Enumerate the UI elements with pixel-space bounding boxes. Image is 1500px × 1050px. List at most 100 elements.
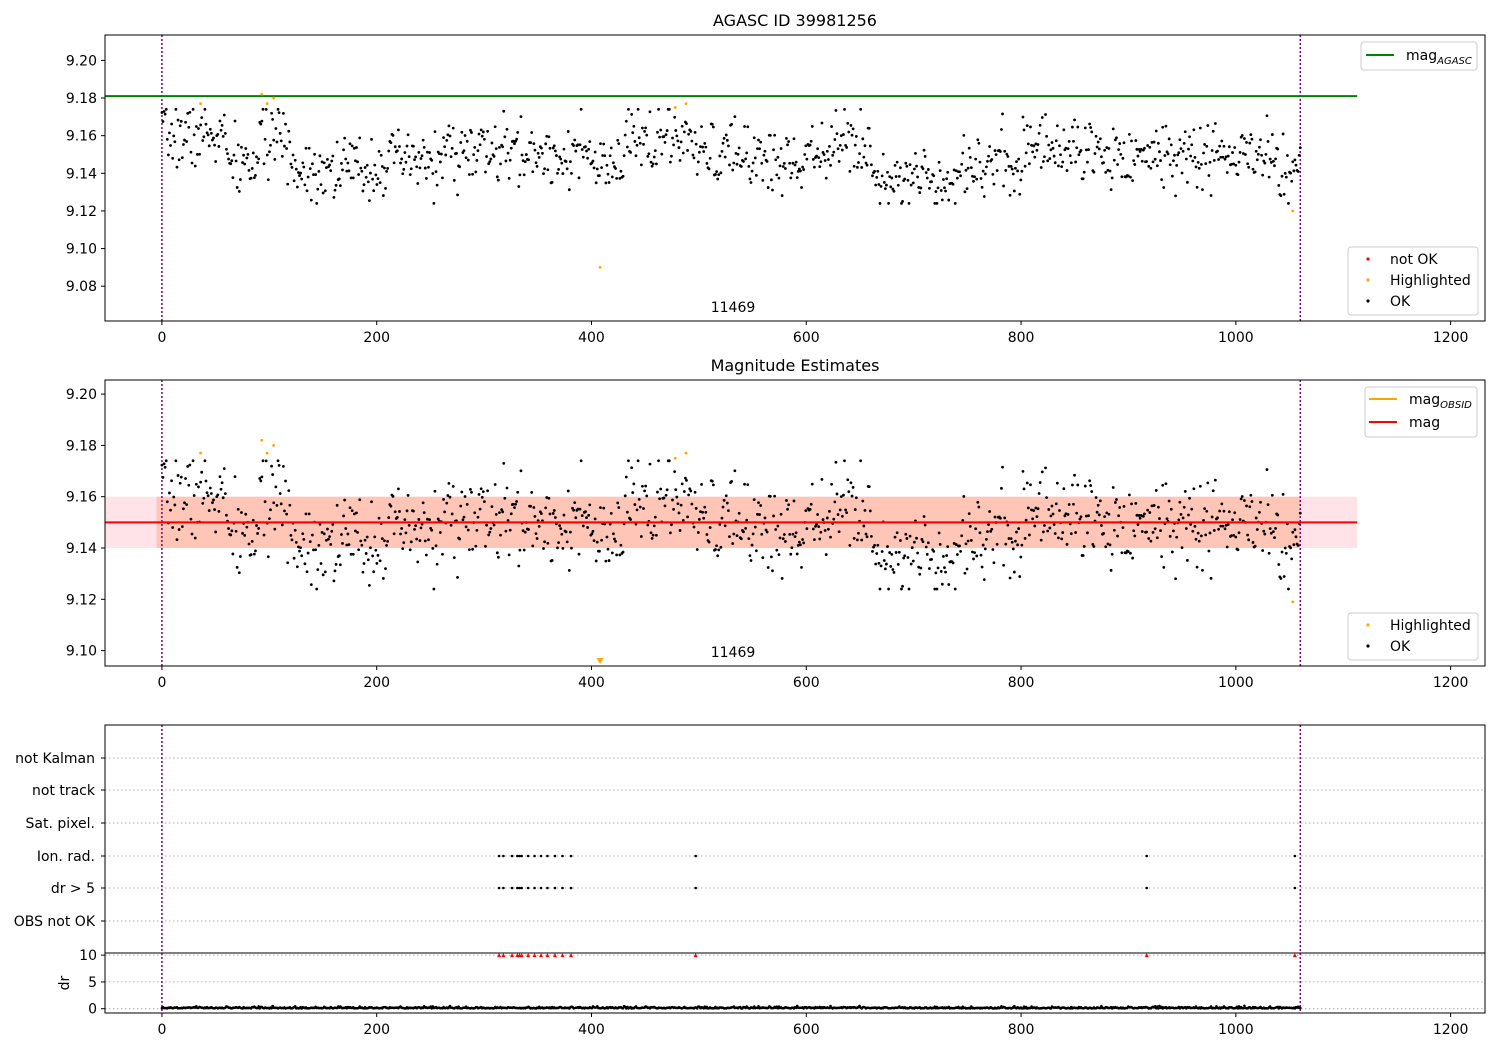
data-point bbox=[1284, 175, 1288, 179]
data-point bbox=[400, 157, 404, 161]
data-point bbox=[1224, 524, 1228, 527]
data-point bbox=[1189, 154, 1193, 158]
data-point bbox=[1032, 509, 1036, 512]
data-point bbox=[972, 179, 975, 183]
data-point bbox=[782, 533, 786, 536]
data-point bbox=[593, 150, 597, 154]
data-point bbox=[815, 523, 818, 526]
data-point bbox=[673, 115, 677, 119]
data-point bbox=[1044, 466, 1047, 470]
data-point bbox=[846, 121, 850, 125]
data-point bbox=[218, 475, 222, 479]
data-point bbox=[304, 512, 308, 516]
data-point bbox=[262, 533, 266, 537]
data-point bbox=[928, 186, 931, 190]
data-point bbox=[485, 523, 488, 527]
data-point bbox=[1261, 549, 1265, 552]
data-point bbox=[255, 524, 258, 527]
data-point bbox=[283, 509, 286, 513]
data-point bbox=[264, 459, 268, 463]
data-point bbox=[174, 459, 178, 463]
data-point bbox=[1057, 536, 1060, 540]
data-point bbox=[911, 181, 915, 185]
agasc-obsid-label: 11469 bbox=[711, 300, 756, 316]
data-point bbox=[685, 478, 688, 482]
data-point bbox=[1127, 132, 1131, 136]
data-point bbox=[785, 499, 788, 502]
data-point bbox=[1236, 548, 1240, 552]
data-point bbox=[875, 175, 879, 179]
data-point bbox=[869, 163, 873, 167]
data-point bbox=[500, 508, 504, 512]
x-tick-label: 600 bbox=[793, 675, 820, 691]
data-point bbox=[223, 131, 227, 135]
data-point bbox=[851, 486, 855, 489]
data-point bbox=[530, 491, 534, 494]
data-point bbox=[461, 518, 465, 522]
data-point bbox=[1140, 159, 1144, 163]
data-point bbox=[530, 131, 534, 134]
data-point bbox=[175, 538, 179, 542]
data-point bbox=[763, 516, 767, 520]
data-point bbox=[470, 490, 473, 494]
data-point bbox=[1279, 194, 1283, 198]
data-point bbox=[371, 177, 375, 181]
data-point bbox=[623, 133, 627, 137]
data-point bbox=[287, 129, 291, 133]
data-point bbox=[659, 128, 663, 132]
data-point bbox=[754, 173, 758, 177]
data-point bbox=[889, 565, 893, 568]
data-point bbox=[843, 459, 846, 463]
data-point bbox=[1164, 124, 1168, 128]
data-point bbox=[230, 529, 234, 533]
data-point bbox=[828, 144, 831, 148]
data-point bbox=[1031, 150, 1035, 154]
data-point bbox=[1031, 517, 1035, 521]
data-point bbox=[779, 147, 783, 150]
data-point bbox=[664, 493, 668, 497]
data-point bbox=[1149, 539, 1153, 543]
data-point bbox=[1039, 166, 1043, 169]
data-point bbox=[326, 157, 329, 161]
data-point bbox=[1049, 514, 1053, 518]
data-point bbox=[757, 501, 760, 504]
data-point bbox=[1084, 148, 1088, 152]
data-point bbox=[817, 525, 821, 529]
data-point bbox=[456, 575, 459, 579]
data-point bbox=[1057, 164, 1060, 168]
data-point bbox=[1102, 161, 1105, 165]
data-point bbox=[311, 162, 314, 166]
data-point bbox=[1256, 152, 1260, 156]
data-point bbox=[377, 516, 381, 520]
data-point bbox=[1186, 558, 1189, 562]
data-point bbox=[835, 132, 839, 136]
data-point bbox=[1207, 549, 1211, 553]
data-point bbox=[789, 552, 793, 556]
data-point bbox=[471, 547, 474, 551]
data-point bbox=[1165, 517, 1169, 521]
data-point bbox=[1289, 546, 1293, 550]
flag-point bbox=[516, 886, 519, 890]
data-point bbox=[474, 544, 478, 548]
data-point bbox=[1296, 544, 1300, 547]
data-point bbox=[415, 537, 419, 541]
data-point bbox=[366, 558, 370, 562]
data-point bbox=[674, 488, 678, 491]
data-point bbox=[1213, 478, 1217, 482]
data-point bbox=[1048, 526, 1052, 530]
magnitude-panel-points bbox=[105, 438, 1358, 664]
data-point bbox=[1148, 511, 1152, 514]
dr-point bbox=[794, 1006, 798, 1010]
data-point bbox=[723, 155, 727, 159]
y-tick-label: 0 bbox=[88, 1002, 97, 1018]
data-point bbox=[887, 587, 890, 591]
data-point bbox=[548, 146, 552, 150]
data-point bbox=[816, 147, 820, 151]
data-point bbox=[260, 119, 264, 123]
data-point bbox=[232, 153, 236, 157]
data-point bbox=[657, 107, 660, 111]
data-point bbox=[302, 165, 306, 169]
data-point bbox=[254, 549, 257, 553]
data-point bbox=[452, 178, 456, 182]
data-point bbox=[981, 543, 985, 547]
